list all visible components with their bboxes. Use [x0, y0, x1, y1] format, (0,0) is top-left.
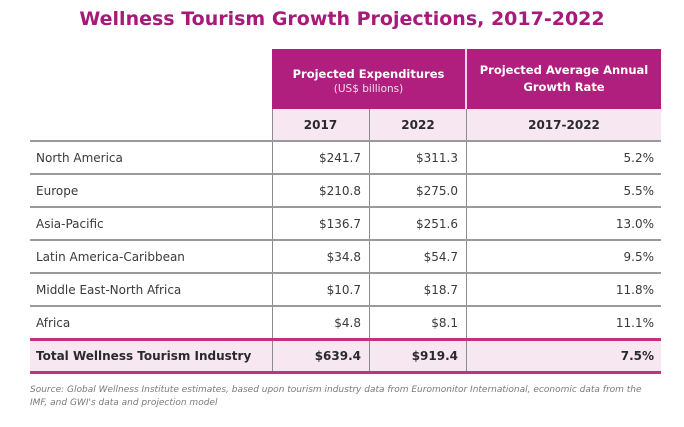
growth-rate-cell: 13.0%	[615, 217, 654, 231]
value-2017-cell: $241.7	[319, 151, 361, 165]
value-2017-cell: $4.8	[334, 316, 361, 330]
column-header-2017: 2017	[272, 109, 369, 141]
total-row: Total Wellness Tourism Industry $639.4 $…	[30, 341, 661, 371]
value-2022-cell: $8.1	[431, 316, 458, 330]
region-cell: Africa	[36, 316, 71, 330]
source-note: Source: Global Wellness Institute estima…	[30, 385, 642, 408]
header-expenditures-unit: (US$ billions)	[333, 83, 404, 95]
row-divider	[30, 173, 661, 175]
column-header-2022: 2022	[370, 109, 466, 141]
row-divider	[30, 206, 661, 208]
growth-rate-cell: 11.8%	[615, 283, 654, 297]
region-cell: North America	[36, 151, 123, 165]
table-row: North America $241.7 $311.3 5.2%	[30, 142, 661, 174]
column-divider	[369, 341, 370, 371]
region-cell: Middle East-North Africa	[36, 283, 182, 297]
growth-rate-cell: 5.5%	[623, 184, 655, 198]
value-2022-cell: $18.7	[423, 283, 458, 297]
total-bottom-rule	[30, 371, 661, 374]
row-divider	[30, 305, 661, 307]
region-cell: Asia-Pacific	[36, 217, 104, 231]
column-header-2017-2022: 2017-2022	[467, 109, 661, 141]
row-divider	[30, 239, 661, 241]
table-row: Middle East-North Africa $10.7 $18.7 11.…	[30, 274, 661, 306]
row-divider	[30, 140, 661, 142]
total-label: Total Wellness Tourism Industry	[36, 349, 252, 363]
region-cell: Latin America-Caribbean	[36, 250, 185, 264]
column-divider	[466, 341, 467, 371]
value-2022-cell: $251.6	[416, 217, 458, 231]
column-divider	[272, 341, 273, 371]
header-growth-rate: Projected Average Annual Growth Rate	[467, 49, 661, 109]
total-top-rule	[30, 338, 661, 341]
header-projected-expenditures: Projected Expenditures (US$ billions)	[272, 49, 465, 109]
header-divider	[465, 49, 467, 109]
table-row: Asia-Pacific $136.7 $251.6 13.0%	[30, 208, 661, 240]
value-2017-cell: $136.7	[319, 217, 361, 231]
value-2022-cell: $275.0	[416, 184, 458, 198]
header-growth-line2: Growth Rate	[523, 80, 605, 94]
page-title: Wellness Tourism Growth Projections, 201…	[79, 8, 605, 30]
total-2022-cell: $919.4	[411, 349, 458, 363]
table-row: Europe $210.8 $275.0 5.5%	[30, 175, 661, 207]
value-2017-cell: $10.7	[326, 283, 361, 297]
table-row: Latin America-Caribbean $34.8 $54.7 9.5%	[30, 241, 661, 273]
value-2017-cell: $210.8	[319, 184, 361, 198]
value-2022-cell: $54.7	[423, 250, 458, 264]
row-divider	[30, 272, 661, 274]
region-cell: Europe	[36, 184, 79, 198]
growth-rate-cell: 9.5%	[623, 250, 655, 264]
value-2022-cell: $311.3	[416, 151, 458, 165]
total-growth-cell: 7.5%	[620, 349, 654, 363]
growth-rate-cell: 5.2%	[623, 151, 655, 165]
value-2017-cell: $34.8	[326, 250, 361, 264]
table-row: Africa $4.8 $8.1 11.1%	[30, 307, 661, 339]
header-growth-line1: Projected Average Annual	[479, 63, 649, 77]
growth-rate-cell: 11.1%	[615, 316, 654, 330]
header-expenditures-label: Projected Expenditures	[292, 67, 445, 81]
total-2017-cell: $639.4	[314, 349, 361, 363]
